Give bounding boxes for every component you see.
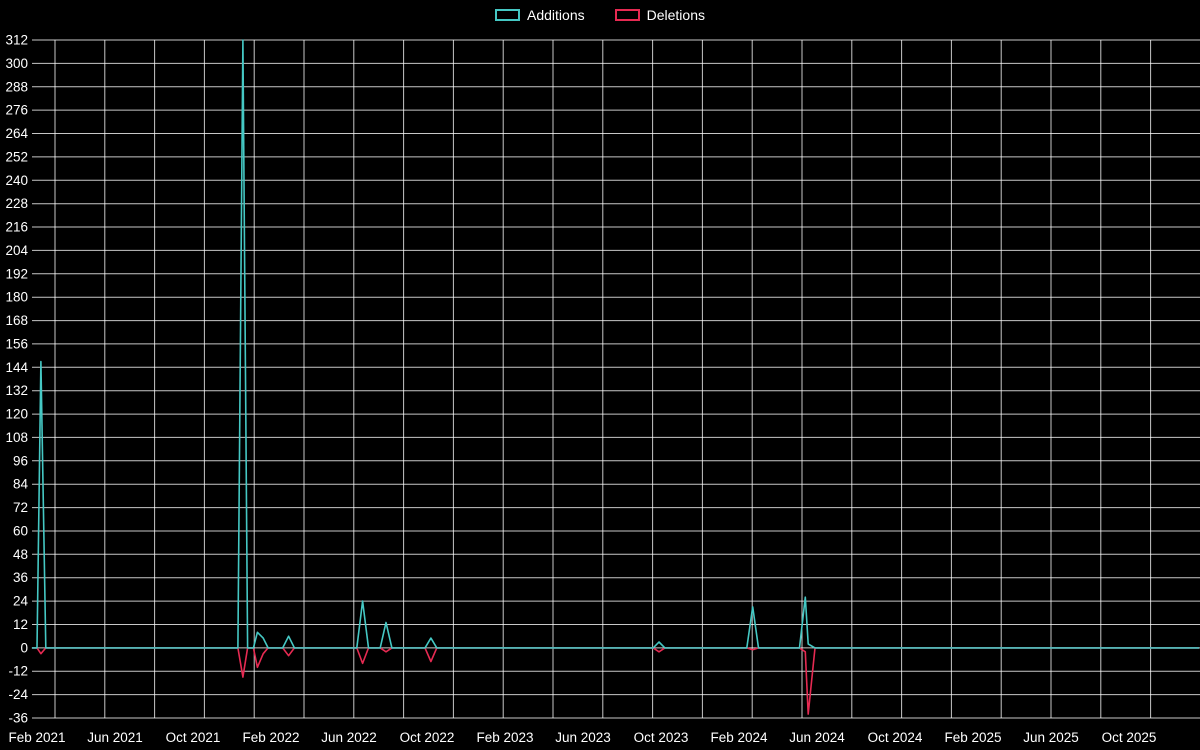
y-tick-label: 204 bbox=[5, 243, 28, 258]
x-tick-label: Oct 2023 bbox=[634, 730, 689, 745]
y-tick-label: 48 bbox=[13, 547, 28, 562]
y-tick-label: 168 bbox=[5, 313, 28, 328]
additions-legend-label: Additions bbox=[527, 7, 585, 23]
y-tick-label: -24 bbox=[8, 687, 28, 702]
y-tick-label: 252 bbox=[5, 149, 28, 164]
x-tick-label: Jun 2021 bbox=[87, 730, 143, 745]
additions-swatch-icon bbox=[495, 9, 521, 21]
deletions-swatch-icon bbox=[614, 9, 640, 21]
legend-item-additions[interactable]: Additions bbox=[495, 7, 585, 23]
x-tick-label: Feb 2023 bbox=[476, 730, 533, 745]
y-tick-label: 132 bbox=[5, 383, 28, 398]
y-tick-label: 24 bbox=[13, 594, 29, 609]
y-tick-label: 96 bbox=[13, 453, 28, 468]
y-tick-label: 192 bbox=[5, 266, 28, 281]
x-tick-label: Jun 2024 bbox=[789, 730, 845, 745]
x-tick-label: Feb 2024 bbox=[710, 730, 768, 745]
x-tick-label: Feb 2022 bbox=[242, 730, 299, 745]
y-tick-label: 0 bbox=[20, 640, 28, 655]
y-tick-label: 240 bbox=[5, 173, 28, 188]
y-tick-label: 36 bbox=[13, 570, 28, 585]
y-tick-label: -36 bbox=[8, 711, 28, 726]
y-tick-label: 288 bbox=[5, 79, 28, 94]
y-tick-label: 108 bbox=[5, 430, 28, 445]
deletions-legend-label: Deletions bbox=[646, 7, 705, 23]
y-tick-label: 300 bbox=[5, 56, 28, 71]
deletions-line bbox=[31, 647, 1200, 715]
y-tick-label: 276 bbox=[5, 103, 28, 118]
y-tick-label: 12 bbox=[13, 617, 28, 632]
y-tick-label: 216 bbox=[5, 220, 28, 235]
y-tick-label: -12 bbox=[8, 664, 28, 679]
y-tick-label: 120 bbox=[5, 407, 28, 422]
x-tick-label: Oct 2025 bbox=[1102, 730, 1157, 745]
y-tick-label: 180 bbox=[5, 290, 28, 305]
y-tick-label: 228 bbox=[5, 196, 28, 211]
y-tick-label: 144 bbox=[5, 360, 28, 375]
chart-legend: Additions Deletions bbox=[0, 7, 1200, 23]
y-tick-label: 60 bbox=[13, 524, 28, 539]
y-tick-label: 312 bbox=[5, 33, 28, 48]
y-tick-label: 264 bbox=[5, 126, 28, 141]
x-tick-label: Jun 2025 bbox=[1023, 730, 1079, 745]
legend-item-deletions[interactable]: Deletions bbox=[614, 7, 705, 23]
y-tick-label: 84 bbox=[13, 477, 29, 492]
x-tick-label: Jun 2023 bbox=[555, 730, 611, 745]
x-tick-label: Feb 2025 bbox=[944, 730, 1001, 745]
x-tick-label: Feb 2021 bbox=[8, 730, 65, 745]
x-tick-label: Oct 2024 bbox=[868, 730, 923, 745]
y-tick-label: 72 bbox=[13, 500, 28, 515]
y-tick-label: 156 bbox=[5, 336, 28, 351]
x-tick-label: Jun 2022 bbox=[321, 730, 377, 745]
x-tick-label: Oct 2021 bbox=[166, 730, 221, 745]
additions-line bbox=[31, 39, 1200, 649]
x-tick-label: Oct 2022 bbox=[400, 730, 455, 745]
